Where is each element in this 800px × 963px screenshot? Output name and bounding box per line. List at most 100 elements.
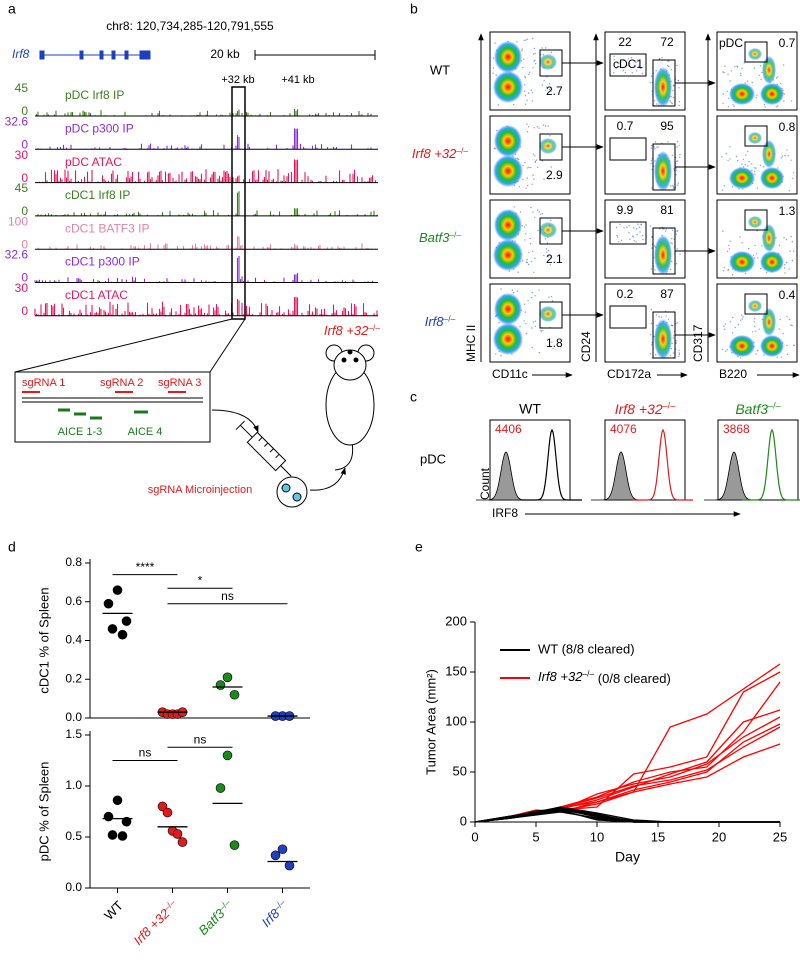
event	[537, 209, 539, 211]
data-point	[121, 816, 132, 827]
event	[786, 315, 788, 318]
event	[677, 160, 679, 162]
data-point	[107, 624, 118, 634]
event	[615, 67, 617, 70]
data-point	[284, 860, 295, 871]
event	[729, 80, 731, 82]
event	[524, 90, 526, 92]
event	[756, 253, 758, 255]
event	[741, 67, 743, 70]
event	[678, 101, 681, 103]
gene-name: Irf8	[12, 47, 30, 61]
gate-value: 2.9	[546, 168, 563, 182]
event	[753, 167, 756, 169]
event	[633, 240, 635, 242]
event	[778, 244, 781, 247]
event	[679, 156, 681, 158]
event	[676, 322, 679, 324]
legend-label: WT (8/8 cleared)	[538, 641, 635, 656]
x-tick-label: WT	[101, 898, 126, 923]
event	[721, 189, 724, 191]
event	[666, 64, 669, 67]
mfi-value: 4406	[495, 422, 522, 436]
signal-track	[37, 236, 377, 250]
event	[676, 230, 679, 232]
event	[497, 104, 499, 106]
event	[675, 263, 678, 265]
event	[543, 178, 545, 180]
event	[639, 231, 641, 233]
event	[678, 87, 680, 89]
event	[492, 67, 495, 69]
event	[528, 251, 530, 254]
event	[670, 101, 672, 104]
event	[755, 97, 757, 99]
data-point	[117, 831, 128, 841]
gate-value: 0.2	[617, 287, 634, 301]
event	[547, 250, 550, 252]
event	[613, 58, 615, 61]
event	[549, 264, 551, 266]
event	[535, 159, 538, 161]
event	[721, 156, 723, 158]
data-point	[107, 830, 118, 840]
density	[539, 222, 557, 238]
event	[678, 352, 680, 354]
data-point	[177, 837, 188, 847]
event	[740, 74, 742, 77]
event	[664, 230, 667, 232]
event	[675, 160, 678, 163]
density	[654, 235, 672, 275]
event	[731, 332, 734, 334]
event	[675, 323, 677, 325]
data-point	[103, 598, 114, 609]
event	[775, 77, 778, 79]
event	[540, 329, 542, 332]
y-axis-label: CD24	[579, 331, 593, 362]
event	[679, 153, 681, 156]
event	[527, 126, 530, 128]
genotype-label: Irf8 +32–/–	[412, 146, 468, 162]
event	[638, 226, 641, 228]
density	[748, 216, 762, 228]
y-tick-label: 100	[445, 713, 467, 728]
event	[726, 349, 728, 351]
event	[737, 323, 740, 326]
event	[673, 168, 675, 170]
sgrna-label: sgRNA 3	[158, 377, 201, 389]
density	[494, 293, 522, 325]
event	[782, 332, 784, 335]
event	[629, 63, 631, 65]
event	[650, 160, 652, 162]
event	[530, 89, 532, 92]
event	[722, 230, 724, 232]
event	[619, 60, 622, 62]
event	[732, 274, 734, 276]
event	[541, 84, 544, 86]
aice-label: AICE 4	[128, 426, 163, 438]
event	[678, 355, 680, 357]
event	[790, 235, 792, 238]
event	[534, 325, 536, 328]
density	[729, 335, 755, 357]
event	[626, 226, 628, 228]
density	[493, 323, 523, 355]
density	[494, 209, 522, 241]
event	[517, 271, 519, 273]
event	[672, 229, 674, 232]
event	[764, 106, 766, 108]
event	[531, 250, 534, 253]
event	[533, 53, 535, 55]
event	[546, 242, 548, 244]
gate-value: 87	[660, 287, 674, 301]
event	[531, 183, 533, 185]
event	[523, 303, 526, 305]
event	[622, 69, 625, 72]
event	[534, 52, 536, 55]
event	[634, 64, 636, 66]
event	[629, 238, 631, 240]
event	[650, 147, 652, 149]
event	[640, 68, 642, 70]
event	[672, 96, 675, 99]
event	[525, 322, 527, 325]
